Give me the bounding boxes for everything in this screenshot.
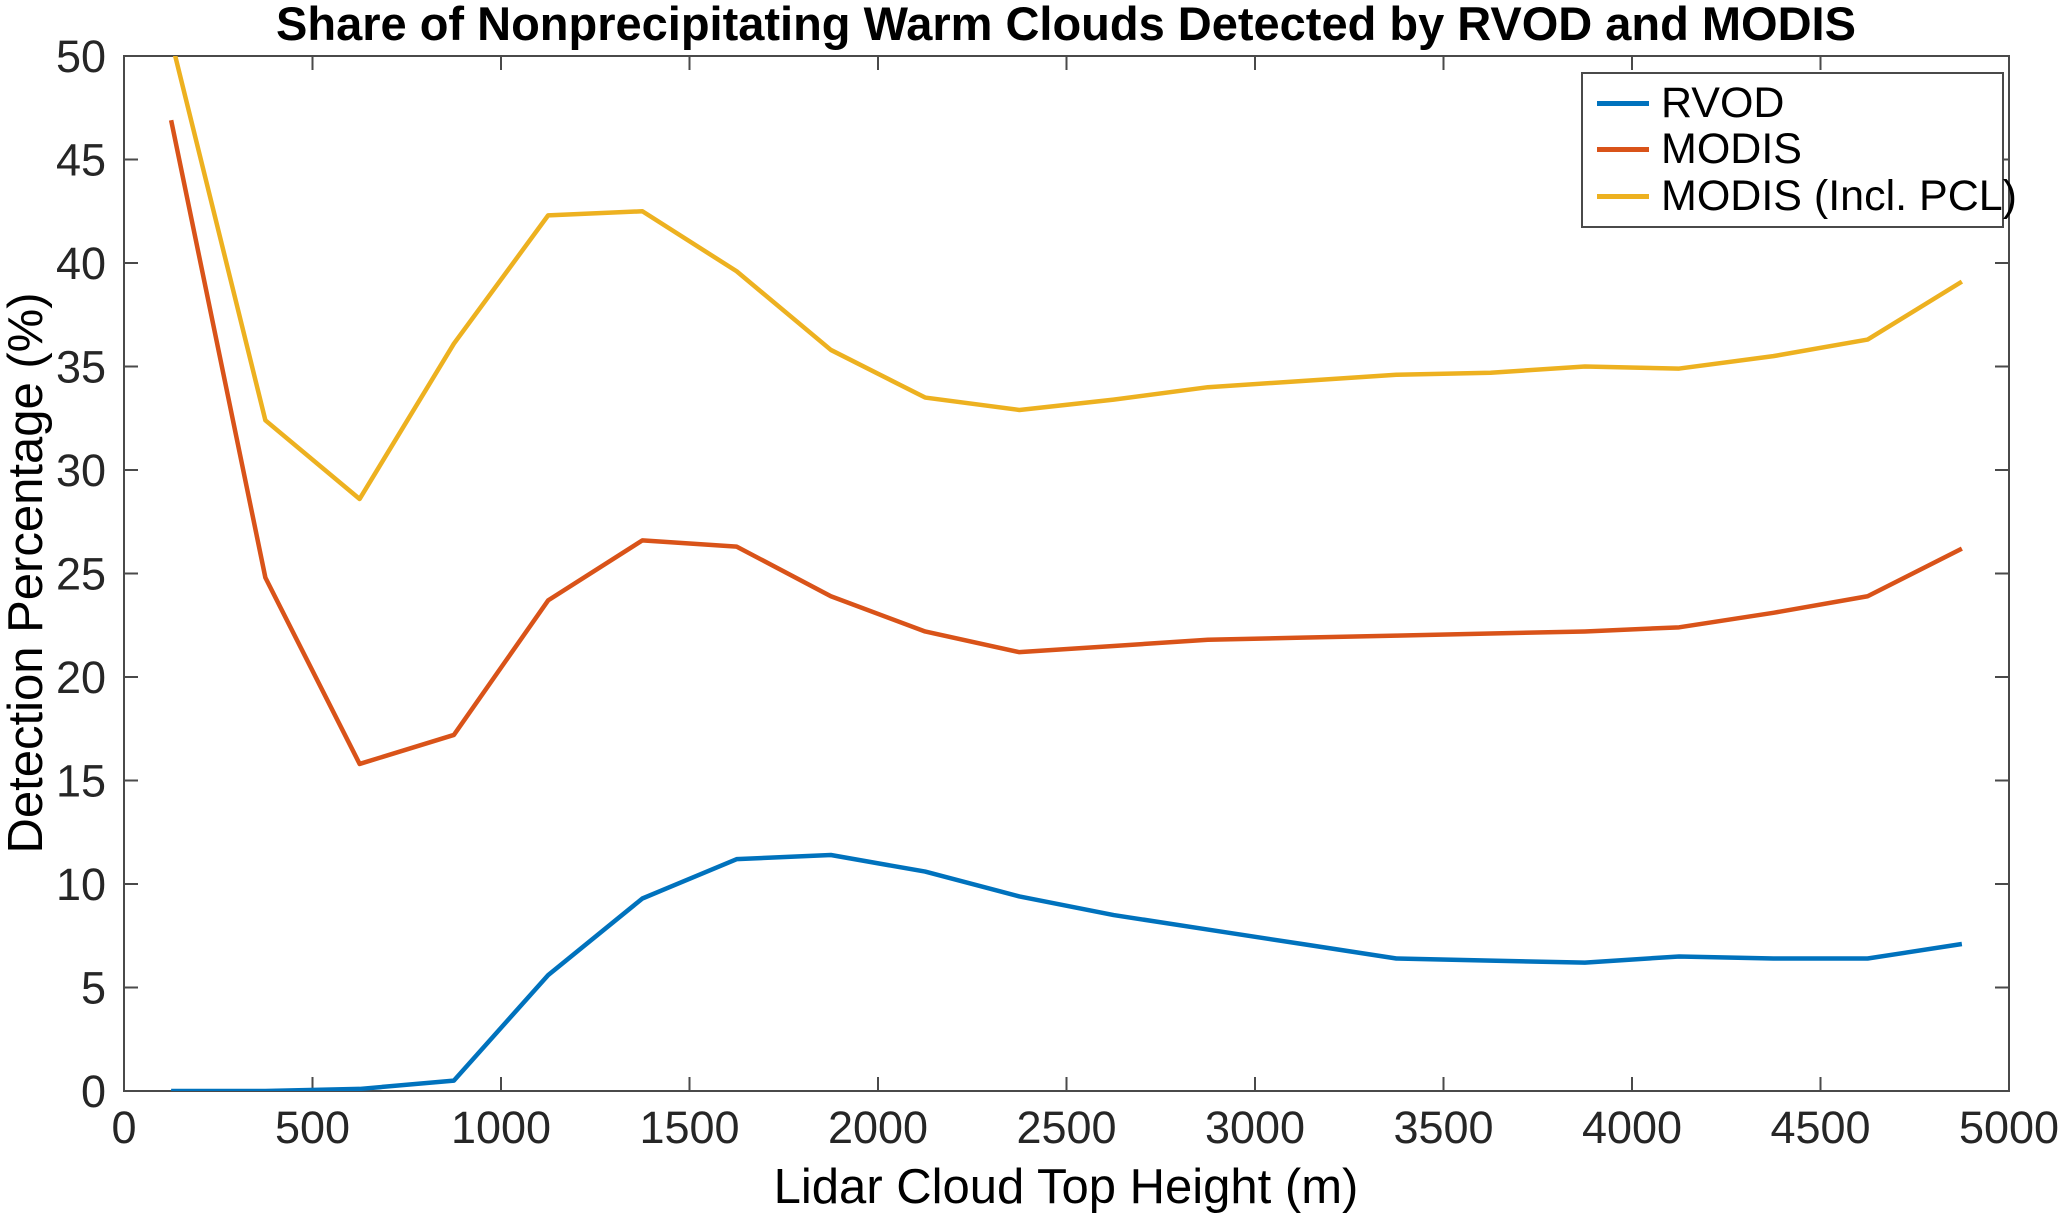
legend-line-swatch xyxy=(1597,147,1649,153)
legend-line-swatch xyxy=(1597,100,1649,106)
x-tick-label: 2000 xyxy=(828,1102,928,1153)
y-tick-label: 20 xyxy=(56,652,106,703)
legend-label: MODIS (Incl. PCL) xyxy=(1661,172,2017,221)
series-line-modis-incl-pcl xyxy=(172,56,1964,502)
x-tick-label: 500 xyxy=(275,1102,350,1153)
x-tick-label: 1000 xyxy=(451,1102,551,1153)
chart-title: Share of Nonprecipitating Warm Clouds De… xyxy=(276,0,1856,50)
y-axis-label: Detection Percentage (%) xyxy=(0,292,53,853)
legend: RVOD MODIS MODIS (Incl. PCL) xyxy=(1581,72,2017,228)
series-line-rvod xyxy=(171,852,1963,1091)
x-tick-label: 3500 xyxy=(1393,1102,1493,1153)
x-tick-label: 3000 xyxy=(1205,1102,1305,1153)
y-tick-label: 40 xyxy=(56,238,106,289)
y-tick-label: 5 xyxy=(81,963,106,1014)
y-tick-label: 35 xyxy=(56,342,106,393)
x-tick-label: 5000 xyxy=(1959,1102,2059,1153)
y-tick-label: 10 xyxy=(56,859,106,910)
series-line-modis xyxy=(168,119,1963,767)
x-tick-label: 0 xyxy=(111,1102,136,1153)
x-tick-label: 4500 xyxy=(1770,1102,1870,1153)
x-tick-label: 1500 xyxy=(639,1102,739,1153)
y-tick-label: 15 xyxy=(56,756,106,807)
x-tick-label: 4000 xyxy=(1582,1102,1682,1153)
legend-row: MODIS (Incl. PCL) xyxy=(1597,175,2017,218)
x-axis-label: Lidar Cloud Top Height (m) xyxy=(774,1160,1359,1214)
legend-line-swatch xyxy=(1597,194,1649,200)
legend-label: RVOD xyxy=(1661,78,1785,127)
legend-row: MODIS xyxy=(1597,128,1992,171)
legend-label: MODIS xyxy=(1661,125,1802,174)
y-tick-label: 25 xyxy=(56,549,106,600)
x-tick-label: 2500 xyxy=(1016,1102,1116,1153)
legend-row: RVOD xyxy=(1597,78,1992,127)
y-tick-label: 50 xyxy=(56,31,106,82)
y-tick-label: 45 xyxy=(56,135,106,186)
y-tick-label: 30 xyxy=(56,445,106,496)
y-tick-label: 0 xyxy=(81,1066,106,1117)
